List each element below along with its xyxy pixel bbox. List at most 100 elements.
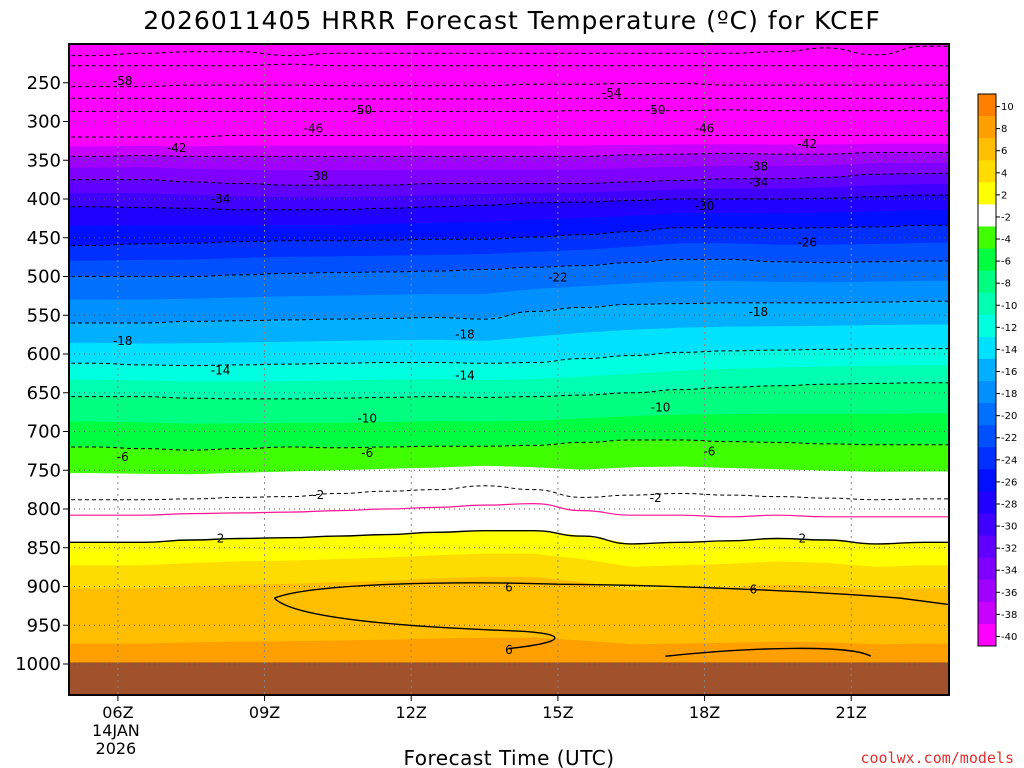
colorbar-swatch	[978, 403, 996, 426]
colorbar-tick-label: -24	[1001, 455, 1017, 466]
contour-label: -42	[167, 141, 187, 155]
colorbar-swatch	[978, 447, 996, 470]
pressure-axis: 250 300 350 400 450 500 550 600 650 700 750 800 850 9…	[15, 73, 69, 675]
pressure-tick-label: 850	[27, 538, 61, 559]
isotherm-line-minus22	[69, 258, 949, 277]
colorbar-tick-label: -30	[1001, 522, 1017, 533]
isotherm-line-minus2	[69, 485, 949, 501]
colorbar-swatch	[978, 314, 996, 338]
colorbar-legend: 10 8 6 4 2 -2 -4 -6 -8 -10 -12 -14 -16 -18 -20 -22 -24 -2…	[977, 93, 1017, 647]
pressure-tick-label: 650	[27, 383, 61, 404]
isotherm-line-plus6-lower	[665, 647, 872, 657]
colorbar-tick-label: -14	[1001, 345, 1017, 356]
contour-label: -46	[695, 121, 715, 135]
isotherm-line-minus38	[69, 152, 949, 157]
contour-label: -10	[651, 400, 671, 414]
isotherm-line-plus2	[69, 530, 949, 545]
isotherm-line-minus54	[69, 83, 949, 88]
time-tick-label: 09Z	[249, 703, 280, 722]
colorbar-tick-label: -36	[1001, 588, 1017, 599]
isotherm-line-minus50	[69, 97, 949, 100]
pressure-tick-label: 800	[27, 499, 61, 520]
colorbar-swatch	[978, 94, 996, 117]
time-tick-label: 15Z	[542, 703, 573, 722]
colorbar-tick-label: -40	[1001, 632, 1017, 643]
pressure-tick-label: 700	[27, 422, 61, 443]
freezing-line	[69, 502, 949, 518]
contour-label: -6	[117, 450, 129, 464]
pressure-tick-label: 1000	[15, 654, 61, 675]
contour-label: -46	[304, 121, 324, 135]
isotherm-line-minus42	[69, 134, 949, 138]
temperature-bands	[64, 36, 954, 695]
colorbar-swatch	[978, 623, 996, 647]
colorbar-swatch	[978, 204, 996, 227]
contour-label: -38	[309, 169, 329, 183]
time-tick-label: 18Z	[689, 703, 720, 722]
temperature-band	[69, 109, 949, 125]
colorbar-swatch	[978, 425, 996, 448]
pressure-tick-label: 400	[27, 189, 61, 210]
temperature-band	[69, 122, 949, 138]
contour-label: -42	[797, 137, 817, 151]
colorbar-tick-label: 10	[1001, 102, 1014, 113]
colorbar-tick-label: -12	[1001, 323, 1017, 334]
contour-label: -34	[211, 192, 231, 206]
isotherm-line-minus14	[69, 348, 949, 367]
isotherm-line-plus6	[273, 582, 949, 650]
pressure-tick-label: 300	[27, 112, 61, 133]
colorbar-tick-label: -16	[1001, 367, 1017, 378]
isotherm-line-minus26	[69, 224, 949, 246]
pressure-tick-label: 750	[27, 460, 61, 481]
contour-label: -22	[548, 270, 568, 284]
colorbar-tick-label: -2	[1001, 212, 1011, 223]
colorbar-swatch	[978, 557, 996, 581]
colorbar-swatch	[978, 491, 996, 515]
contour-label: -18	[749, 305, 769, 319]
contour-label: -54	[602, 86, 622, 100]
x-axis-label: Forecast Time (UTC)	[403, 746, 614, 768]
colorbar-swatch	[978, 601, 996, 625]
contour-label: -34	[749, 176, 769, 190]
pressure-tick-label: 900	[27, 577, 61, 598]
colorbar-tick-label: -18	[1001, 389, 1017, 400]
pressure-tick-label: 550	[27, 305, 61, 326]
contour-label: -50	[646, 103, 666, 117]
colorbar-swatch	[978, 513, 996, 537]
contour-label: 6	[505, 580, 513, 594]
contour-label: -14	[211, 363, 231, 377]
colorbar-tick-label: -6	[1001, 257, 1011, 268]
contour-label: -2	[650, 491, 662, 505]
contour-label: 6	[505, 643, 513, 657]
colorbar-tick-label: 4	[1001, 168, 1007, 179]
chart-title: 2026011405 HRRR Forecast Temperature (ºC…	[143, 6, 881, 35]
isotherm-line-minus34	[69, 172, 949, 186]
grid-lines	[69, 44, 949, 695]
colorbar-swatch	[978, 182, 996, 205]
colorbar-swatch	[978, 138, 996, 161]
pressure-tick-label: 500	[27, 267, 61, 288]
colorbar-swatch	[978, 160, 996, 183]
temperature-band	[69, 90, 949, 100]
time-tick-label: 06Z	[102, 703, 133, 722]
colorbar-tick-label: -34	[1001, 566, 1017, 577]
ground-fill	[69, 662, 949, 695]
contour-label: -38	[749, 159, 769, 173]
colorbar-swatch	[978, 226, 996, 250]
contour-label: -26	[797, 235, 817, 249]
time-tick-year: 2026	[96, 739, 137, 758]
time-tick-date: 14JAN	[92, 721, 140, 740]
isotherm-line-minus10	[69, 382, 949, 400]
colorbar-swatch	[978, 358, 996, 382]
temperature-band	[64, 36, 954, 41]
contour-label: -10	[357, 411, 377, 425]
colorbar-swatch	[978, 336, 996, 360]
credit-text: coolwx.com/models	[860, 749, 1014, 767]
contour-label: 2	[799, 531, 807, 545]
isotherm-line-minus46	[69, 109, 949, 112]
colorbar-swatch	[978, 270, 996, 294]
contour-label: 2	[217, 531, 225, 545]
plot-frame	[68, 43, 950, 696]
colorbar-tick-label: -28	[1001, 499, 1017, 510]
